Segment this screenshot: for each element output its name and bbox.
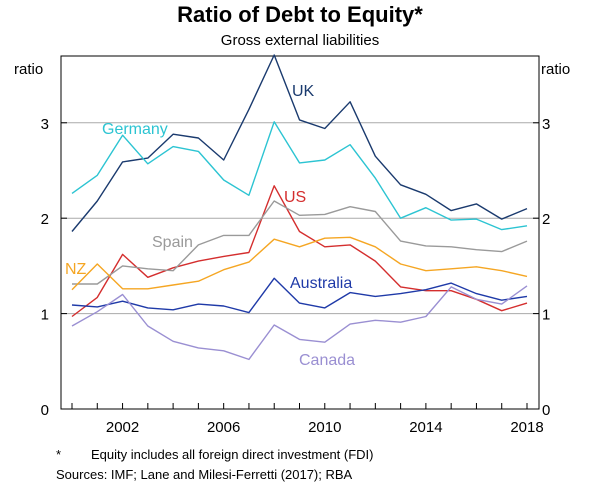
footnote: Equity includes all foreign direct inves… xyxy=(91,447,374,462)
series-line-canada xyxy=(71,285,528,361)
y-tick-label-left: 0 xyxy=(41,402,49,419)
x-tick-label: 2014 xyxy=(409,419,442,436)
sources-note: Sources: IMF; Lane and Milesi-Ferretti (… xyxy=(56,467,353,482)
series-line-spain xyxy=(72,200,528,285)
y-tick-label-right: 0 xyxy=(542,402,550,419)
y-tick-label-right: 1 xyxy=(542,307,550,324)
y-axis-label-left: ratio xyxy=(14,61,43,78)
x-tick-label: 2002 xyxy=(106,419,139,436)
y-axis-label-right: ratio xyxy=(541,61,570,78)
chart-title: Ratio of Debt to Equity* xyxy=(177,2,423,27)
y-tick-label-left: 2 xyxy=(41,211,49,228)
series-line-germany xyxy=(71,121,528,231)
y-tick-label-right: 3 xyxy=(542,116,550,133)
series-label-uk: UK xyxy=(292,83,315,100)
y-tick-label-right: 2 xyxy=(542,211,550,228)
x-tick-label: 2006 xyxy=(207,419,240,436)
series-label-australia: Australia xyxy=(290,275,352,292)
series-line-us xyxy=(71,185,528,318)
series-label-germany: Germany xyxy=(102,121,168,138)
x-axis: 2002 2006 2010 2014 2018 xyxy=(71,403,544,436)
series-lines xyxy=(71,54,528,361)
y-tick-label-left: 1 xyxy=(41,307,49,324)
x-tick-label: 2010 xyxy=(308,419,341,436)
series-line-australia xyxy=(71,277,528,314)
series-line-nz xyxy=(71,236,528,291)
y-tick-label-left: 3 xyxy=(41,116,49,133)
chart-subtitle: Gross external liabilities xyxy=(220,32,380,49)
gridlines xyxy=(61,122,539,315)
series-label-us: US xyxy=(284,189,306,206)
series-label-canada: Canada xyxy=(299,352,355,369)
x-tick-label: 2018 xyxy=(510,419,543,436)
series-line-uk xyxy=(71,54,528,232)
y-axis: 0 0 1 1 2 2 3 3 xyxy=(41,116,551,419)
footnote-marker: * xyxy=(56,447,62,462)
series-label-spain: Spain xyxy=(152,234,193,251)
series-label-nz: NZ xyxy=(65,261,87,278)
series-labels: UK Germany US Spain NZ Australia Canada xyxy=(65,83,355,369)
